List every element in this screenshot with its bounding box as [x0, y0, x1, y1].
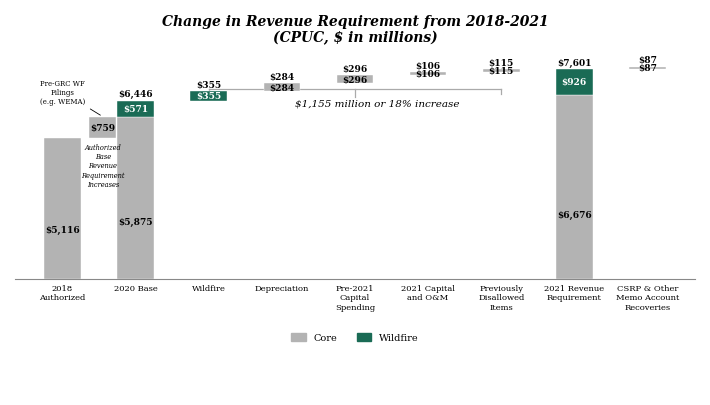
- Text: $571: $571: [123, 105, 148, 114]
- Text: $7,601: $7,601: [557, 58, 591, 67]
- Text: Authorized
Base
Revenue
Requirement
Increases: Authorized Base Revenue Requirement Incr…: [81, 144, 124, 188]
- Text: $115: $115: [488, 58, 514, 67]
- Text: $115: $115: [488, 67, 514, 76]
- Bar: [117, 117, 154, 279]
- Text: $6,676: $6,676: [557, 210, 591, 219]
- Bar: [117, 102, 154, 117]
- Bar: [556, 70, 593, 95]
- Bar: [556, 95, 593, 279]
- Bar: [44, 138, 81, 279]
- Title: Change in Revenue Requirement from 2018-2021
(CPUC, $ in millions): Change in Revenue Requirement from 2018-…: [162, 15, 548, 45]
- Bar: [190, 92, 227, 102]
- Text: $6,446: $6,446: [119, 90, 153, 99]
- Text: $355: $355: [196, 92, 222, 101]
- Bar: [337, 76, 373, 84]
- Text: $296: $296: [342, 64, 368, 73]
- Text: $87: $87: [638, 64, 657, 73]
- Bar: [629, 68, 666, 70]
- Text: $5,875: $5,875: [119, 218, 153, 227]
- Text: $284: $284: [269, 72, 295, 81]
- Text: $106: $106: [415, 62, 441, 70]
- Text: $5,116: $5,116: [45, 225, 80, 234]
- Text: $106: $106: [415, 70, 441, 79]
- Bar: [89, 117, 116, 138]
- Bar: [410, 73, 447, 76]
- Text: $1,155 million or 18% increase: $1,155 million or 18% increase: [295, 100, 459, 109]
- Bar: [263, 84, 300, 92]
- Text: $87: $87: [638, 56, 657, 65]
- Text: $926: $926: [562, 78, 587, 87]
- Text: $284: $284: [269, 83, 295, 92]
- Text: $355: $355: [196, 81, 222, 90]
- Text: Pre-GRC WF
Filings
(e.g. WEMA): Pre-GRC WF Filings (e.g. WEMA): [40, 79, 100, 116]
- Bar: [483, 70, 520, 73]
- Text: $296: $296: [342, 75, 368, 85]
- Legend: Core, Wildfire: Core, Wildfire: [288, 329, 422, 346]
- Text: $759: $759: [90, 123, 115, 132]
